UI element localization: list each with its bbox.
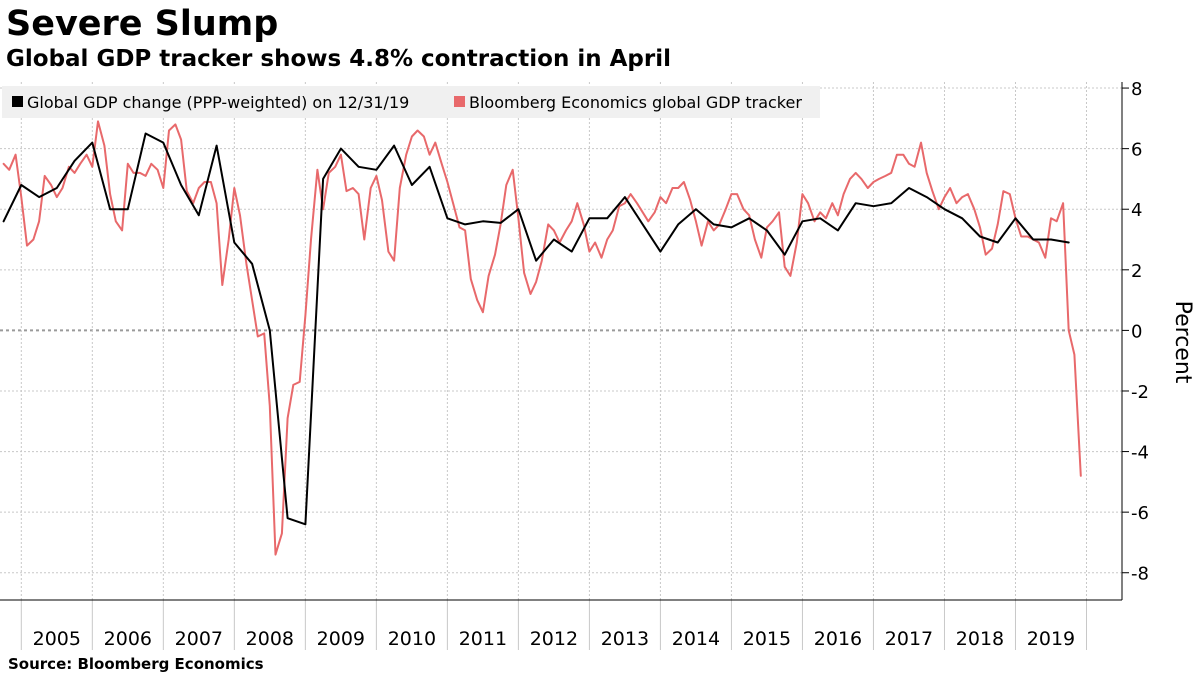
- series-line-global-gdp-change: [2, 132, 1070, 526]
- x-tick-label: 2019: [1027, 628, 1075, 650]
- grid-lines: [0, 82, 1122, 600]
- y-tick-label: -6: [1131, 503, 1149, 524]
- x-tick-label: 2015: [743, 628, 791, 650]
- series-lines: [2, 120, 1082, 556]
- legend-swatch-global-gdp-change: [12, 96, 23, 107]
- x-tick-label: 2010: [388, 628, 436, 650]
- y-tick-label: 6: [1131, 140, 1142, 161]
- series-line-gdp-tracker: [2, 120, 1082, 556]
- y-tick-label: 4: [1131, 200, 1142, 221]
- legend-label-gdp-tracker: Bloomberg Economics global GDP tracker: [469, 93, 802, 112]
- legend-label-global-gdp-change: Global GDP change (PPP-weighted) on 12/3…: [27, 93, 409, 112]
- source-note: Source: Bloomberg Economics: [8, 655, 264, 673]
- legend-swatch-gdp-tracker: [454, 96, 465, 107]
- y-tick-label: -4: [1131, 443, 1149, 464]
- y-axis-label: Percent: [1170, 301, 1195, 384]
- legend-background: [2, 86, 820, 118]
- chart-title: Severe Slump: [6, 4, 279, 44]
- x-tick-label: 2016: [814, 628, 862, 650]
- y-tick-label: 2: [1131, 261, 1142, 282]
- x-tick-label: 2006: [104, 628, 152, 650]
- x-tick-label: 2005: [33, 628, 81, 650]
- chart-subtitle: Global GDP tracker shows 4.8% contractio…: [6, 46, 672, 72]
- y-tick-label: 0: [1131, 321, 1142, 342]
- y-tick-label: -2: [1131, 382, 1149, 403]
- x-tick-label: 2012: [530, 628, 578, 650]
- x-tick-label: 2008: [246, 628, 294, 650]
- y-tick-label: -8: [1131, 564, 1149, 585]
- x-tick-label: 2011: [459, 628, 507, 650]
- x-tick-label: 2007: [175, 628, 223, 650]
- x-tick-label: 2013: [601, 628, 649, 650]
- legend: Global GDP change (PPP-weighted) on 12/3…: [2, 86, 820, 118]
- axes: 8 6 4 2 0 -2 -4 -6 -8 2005 2006 2007 2008 2009 2010 201…: [0, 79, 1195, 650]
- y-tick-label: 8: [1131, 79, 1142, 100]
- x-tick-label: 2009: [317, 628, 365, 650]
- x-tick-label: 2014: [672, 628, 720, 650]
- x-tick-label: 2017: [885, 628, 933, 650]
- x-tick-label: 2018: [956, 628, 1004, 650]
